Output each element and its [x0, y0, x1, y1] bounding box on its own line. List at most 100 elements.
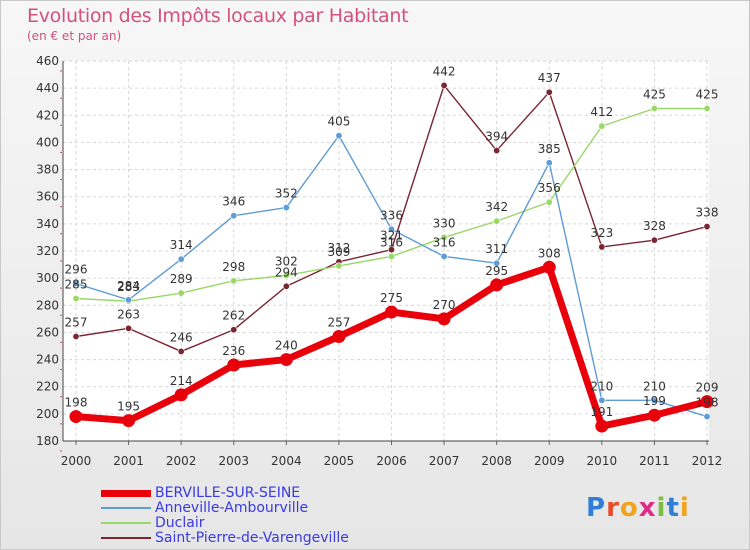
- y-tick-label: 240: [36, 353, 59, 367]
- y-tick-label: 440: [36, 81, 59, 95]
- data-label-3: 338: [696, 206, 719, 220]
- x-tick-label: 2003: [218, 454, 249, 468]
- data-label-2: 285: [65, 278, 88, 292]
- data-label-2: 412: [590, 105, 613, 119]
- x-tick-label: 2011: [639, 454, 670, 468]
- chart-subtitle: (en € et par an): [27, 29, 122, 43]
- x-tick-label: 2001: [113, 454, 144, 468]
- y-tick-label: 300: [36, 271, 59, 285]
- data-label-2: 425: [643, 88, 666, 102]
- data-point-1: [177, 255, 185, 263]
- data-label-1: 210: [590, 379, 613, 393]
- data-label-0: 214: [170, 374, 193, 388]
- data-label-2: 316: [380, 235, 403, 249]
- data-label-1: 311: [485, 242, 508, 256]
- y-tick-label: 460: [36, 54, 59, 68]
- data-point-2: [545, 198, 553, 206]
- y-tick-label: 400: [36, 135, 59, 149]
- logo-letter: t: [666, 493, 680, 523]
- x-tick-label: 2005: [324, 454, 355, 468]
- data-point-0: [437, 312, 451, 326]
- x-tick-label: 2010: [587, 454, 618, 468]
- y-tick-label: 200: [36, 407, 59, 421]
- data-point-0: [174, 388, 188, 402]
- data-label-3: 394: [485, 130, 508, 144]
- legend-label-duclair: Duclair: [155, 515, 205, 531]
- data-point-0: [227, 358, 241, 372]
- legend-label-berville: BERVILLE-SUR-SEINE: [155, 485, 301, 501]
- y-tick-label: 380: [36, 163, 59, 177]
- data-point-1: [545, 159, 553, 167]
- y-tick-label: 180: [36, 434, 59, 448]
- logo-letter: P: [586, 493, 607, 523]
- data-label-1: 296: [65, 263, 88, 277]
- data-point-0: [122, 414, 136, 428]
- data-label-2: 298: [222, 260, 245, 274]
- data-label-1: 352: [275, 187, 298, 201]
- logo-letter: x: [638, 493, 657, 523]
- data-point-0: [385, 305, 398, 319]
- data-label-3: 257: [65, 316, 88, 330]
- data-point-2: [72, 294, 80, 302]
- data-point-3: [125, 324, 133, 332]
- data-point-2: [335, 262, 343, 270]
- data-label-3: 263: [117, 307, 140, 321]
- data-label-0: 257: [327, 316, 350, 330]
- logo-letter: r: [606, 493, 620, 523]
- data-point-3: [440, 81, 448, 89]
- data-point-2: [387, 252, 395, 260]
- x-tick-label: 2008: [481, 454, 512, 468]
- data-point-1: [125, 296, 133, 304]
- x-tick-label: 2006: [376, 454, 407, 468]
- logo-letter: o: [619, 493, 639, 523]
- x-tick-label: 2007: [429, 454, 460, 468]
- data-label-1: 316: [433, 235, 456, 249]
- data-point-1: [598, 396, 606, 404]
- data-point-0: [542, 260, 556, 274]
- data-point-1: [493, 259, 501, 267]
- data-point-1: [440, 252, 448, 260]
- logo-letter: i: [679, 493, 690, 523]
- data-label-2: 330: [433, 216, 456, 230]
- x-tick-label: 2002: [166, 454, 197, 468]
- data-label-1: 385: [538, 142, 561, 156]
- data-point-0: [332, 330, 346, 343]
- data-point-2: [598, 122, 606, 130]
- data-label-2: 356: [538, 181, 561, 195]
- data-point-2: [703, 105, 711, 113]
- data-point-1: [335, 132, 343, 140]
- data-label-2: 425: [696, 88, 719, 102]
- data-label-0: 198: [65, 396, 88, 410]
- y-tick-label: 420: [36, 108, 59, 122]
- data-point-3: [282, 282, 290, 290]
- data-label-1: 405: [327, 115, 350, 129]
- y-tick-label: 260: [36, 325, 59, 339]
- legend-label-anneville: Anneville-Ambourville: [155, 500, 309, 516]
- data-point-2: [230, 277, 238, 285]
- data-label-3: 321: [380, 229, 403, 243]
- data-point-3: [703, 223, 711, 231]
- data-point-3: [598, 243, 606, 251]
- data-label-0: 195: [117, 400, 140, 414]
- x-tick-label: 2004: [271, 454, 302, 468]
- data-label-1: 336: [380, 208, 403, 222]
- data-label-3: 294: [275, 265, 298, 279]
- data-label-0: 308: [538, 246, 561, 260]
- data-label-0: 240: [275, 339, 298, 353]
- data-label-3: 437: [538, 71, 561, 85]
- data-point-2: [440, 233, 448, 241]
- proxiti-logo: Proxiti: [586, 493, 690, 523]
- data-point-0: [700, 395, 714, 409]
- data-point-3: [650, 236, 658, 244]
- data-point-0: [69, 410, 83, 424]
- chart-title: Evolution des Impôts locaux par Habitant: [27, 5, 409, 27]
- x-tick-label: 2009: [534, 454, 565, 468]
- data-point-0: [595, 419, 609, 433]
- data-point-2: [493, 217, 501, 225]
- data-point-0: [279, 353, 293, 367]
- data-point-3: [177, 347, 185, 355]
- data-label-0: 270: [433, 298, 456, 312]
- data-point-1: [72, 280, 80, 288]
- data-label-2: 283: [117, 280, 140, 294]
